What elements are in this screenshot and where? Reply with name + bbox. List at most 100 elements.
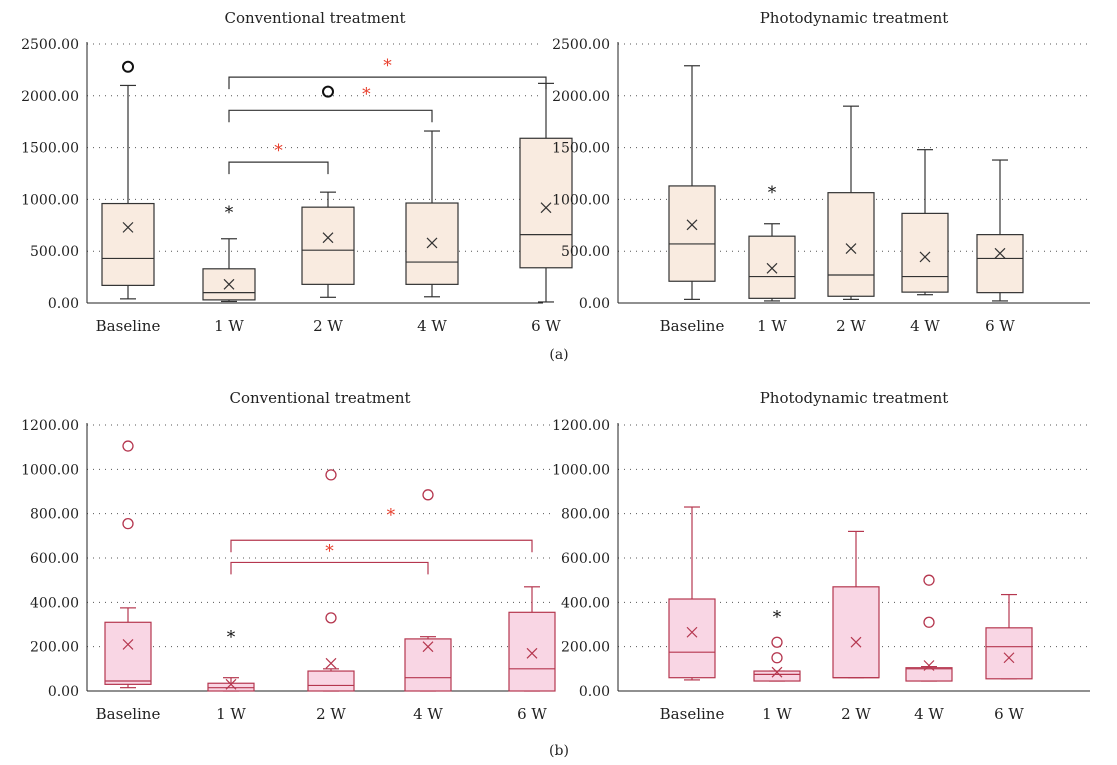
box xyxy=(104,621,152,685)
chart-title: Photodynamic treatment xyxy=(760,9,949,27)
chart-b-conventional: Conventional treatment 0.00 200.00 400.00 60… xyxy=(21,389,556,723)
x-tick-label: Baseline xyxy=(660,317,725,335)
box xyxy=(519,137,573,269)
y-tick-label: 800.00 xyxy=(30,507,79,523)
x-tick-label: 1 W xyxy=(757,317,787,335)
box xyxy=(301,206,355,285)
y-tick-label: 0.00 xyxy=(579,296,610,312)
extreme-point-star: * xyxy=(773,608,782,628)
y-tick-label: 0.00 xyxy=(579,684,610,700)
y-tick-label: 400.00 xyxy=(30,595,79,611)
box xyxy=(827,192,875,297)
significance-star: * xyxy=(387,506,396,526)
box xyxy=(748,235,796,299)
y-tick-label: 1500.00 xyxy=(552,141,610,157)
box xyxy=(976,234,1024,294)
x-tick-label: 2 W xyxy=(836,317,866,335)
mean-marker xyxy=(994,247,1006,259)
y-tick-label: 1000.00 xyxy=(21,462,79,478)
outlier-point xyxy=(325,469,337,481)
y-tick-label: 0.00 xyxy=(48,684,79,700)
y-tick-label: 500.00 xyxy=(561,244,610,260)
x-tick-label: 2 W xyxy=(841,705,871,723)
chart-a-photodynamic: Photodynamic treatment 0.00 500.00 1000.00 1… xyxy=(552,9,1090,335)
outlier-point xyxy=(325,612,337,624)
x-tick-label: 4 W xyxy=(914,705,944,723)
outlier-point xyxy=(771,636,783,648)
chart-title: Conventional treatment xyxy=(229,389,410,407)
outlier-point xyxy=(122,517,134,530)
outlier-point xyxy=(923,574,935,586)
mean-marker xyxy=(919,251,931,263)
mean-marker xyxy=(426,237,438,249)
box xyxy=(905,667,953,682)
y-tick-label: 0.00 xyxy=(48,296,79,312)
mean-marker xyxy=(225,678,237,690)
mean-marker xyxy=(686,626,698,638)
box xyxy=(985,627,1033,680)
extreme-point-star: * xyxy=(225,203,234,223)
mean-marker xyxy=(122,639,134,650)
chart-title: Conventional treatment xyxy=(224,9,405,27)
significance-star: * xyxy=(325,541,334,561)
y-tick-label: 200.00 xyxy=(30,640,79,656)
mean-marker xyxy=(850,636,862,648)
significance-bracket xyxy=(228,161,329,175)
chart-title: Photodynamic treatment xyxy=(760,389,949,407)
mean-marker xyxy=(1003,652,1015,664)
outlier-point xyxy=(122,60,134,73)
box xyxy=(753,670,801,682)
y-tick-label: 800.00 xyxy=(561,507,610,523)
y-tick-label: 500.00 xyxy=(30,244,79,260)
x-tick-label: 6 W xyxy=(517,705,547,723)
outlier-point xyxy=(923,616,935,628)
x-tick-label: 1 W xyxy=(216,705,246,723)
x-tick-label: Baseline xyxy=(96,317,161,335)
chart-b-photodynamic: Photodynamic treatment 0.00 200.00 400.00 60… xyxy=(552,389,1090,723)
mean-marker xyxy=(322,232,334,244)
y-tick-label: 600.00 xyxy=(30,551,79,567)
box xyxy=(508,611,556,692)
chart-a-conventional: Conventional treatment 0.00 500.00 1000.00 1… xyxy=(21,9,573,335)
extreme-point-star: * xyxy=(227,627,236,647)
significance-bracket xyxy=(228,76,547,90)
mean-marker xyxy=(540,202,552,214)
y-tick-label: 2000.00 xyxy=(21,89,79,105)
x-tick-label: 4 W xyxy=(910,317,940,335)
box xyxy=(404,638,452,692)
extreme-point-star: * xyxy=(768,183,777,203)
outlier-point xyxy=(122,440,134,452)
mean-marker xyxy=(923,660,935,671)
x-tick-label: 4 W xyxy=(417,317,447,335)
outlier-point xyxy=(771,652,783,664)
box xyxy=(307,670,355,692)
y-tick-label: 600.00 xyxy=(561,551,610,567)
panel-label-b: (b) xyxy=(549,743,569,759)
y-tick-label: 1200.00 xyxy=(552,418,610,434)
x-tick-label: Baseline xyxy=(96,705,161,723)
x-tick-label: 4 W xyxy=(413,705,443,723)
y-tick-label: 1200.00 xyxy=(21,418,79,434)
panel-label-a: (a) xyxy=(549,347,568,363)
box xyxy=(901,212,949,293)
y-tick-label: 2500.00 xyxy=(552,37,610,53)
x-tick-label: 1 W xyxy=(762,705,792,723)
x-tick-label: 2 W xyxy=(316,705,346,723)
mean-marker xyxy=(771,666,783,678)
significance-bracket xyxy=(230,561,429,575)
x-tick-label: 2 W xyxy=(313,317,343,335)
significance-bracket xyxy=(228,109,433,123)
x-tick-label: Baseline xyxy=(660,705,725,723)
y-tick-label: 200.00 xyxy=(561,640,610,656)
mean-marker xyxy=(422,641,434,653)
x-tick-label: 6 W xyxy=(531,317,561,335)
box xyxy=(668,185,716,282)
significance-star: * xyxy=(362,85,371,105)
y-tick-label: 1500.00 xyxy=(21,141,79,157)
y-tick-label: 1000.00 xyxy=(552,192,610,208)
outlier-point xyxy=(322,85,334,98)
mean-marker xyxy=(845,243,857,255)
mean-marker xyxy=(122,221,134,233)
box xyxy=(668,598,716,679)
box xyxy=(832,586,880,679)
